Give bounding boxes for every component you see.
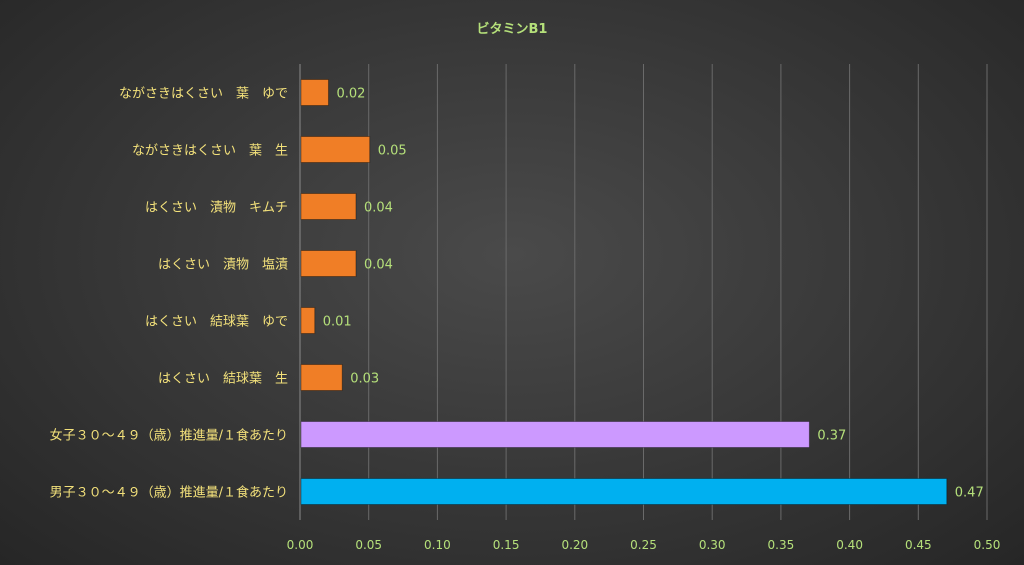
data-label: 0.04 <box>364 201 393 216</box>
x-tick-label: 0.45 <box>905 538 932 552</box>
bar <box>300 364 343 391</box>
category-label: はくさい 結球葉 ゆで <box>145 315 288 330</box>
x-tick-label: 0.05 <box>355 538 382 552</box>
data-label: 0.02 <box>336 87 365 102</box>
x-tick-label: 0.00 <box>287 538 314 552</box>
category-label: 女子３０～４９（歳）推進量/１食あたり <box>50 428 288 444</box>
x-tick-label: 0.40 <box>836 538 863 552</box>
x-tick-label: 0.30 <box>699 538 726 552</box>
x-tick-label: 0.50 <box>974 538 1001 552</box>
chart-title: ビタミンB1 <box>477 21 548 37</box>
data-label: 0.03 <box>350 372 379 387</box>
category-label: はくさい 結球葉 生 <box>158 372 288 387</box>
data-label: 0.05 <box>378 144 407 159</box>
bar <box>300 136 371 163</box>
category-label: ながさきはくさい 葉 生 <box>132 144 288 159</box>
bar <box>300 421 810 448</box>
gridlines <box>368 64 988 520</box>
bar <box>300 193 357 220</box>
bar <box>300 79 329 106</box>
data-label: 0.01 <box>323 315 352 330</box>
x-tick-label: 0.25 <box>630 538 657 552</box>
x-tick-label: 0.15 <box>493 538 520 552</box>
x-axis-ticks: 0.00 0.05 0.10 0.15 0.20 0.25 0.30 0.35 0.40 0.45… <box>287 538 1001 552</box>
bar <box>300 478 948 505</box>
x-tick-label: 0.20 <box>561 538 588 552</box>
x-tick-label: 0.10 <box>424 538 451 552</box>
category-label: はくさい 漬物 塩漬 <box>158 258 288 273</box>
x-tick-label: 0.35 <box>768 538 795 552</box>
data-labels: 0.02 0.05 0.04 0.04 0.01 0.03 0.37 0.47 <box>323 87 984 501</box>
category-label: はくさい 漬物 キムチ <box>145 201 288 216</box>
bars <box>300 79 948 505</box>
data-label: 0.47 <box>955 486 984 501</box>
bar <box>300 250 357 277</box>
category-label: ながさきはくさい 葉 ゆで <box>119 87 288 102</box>
data-label: 0.04 <box>364 258 393 273</box>
category-label: 男子３０～４９（歳）推進量/１食あたり <box>50 485 288 501</box>
bar <box>300 307 316 334</box>
data-label: 0.37 <box>817 429 846 444</box>
